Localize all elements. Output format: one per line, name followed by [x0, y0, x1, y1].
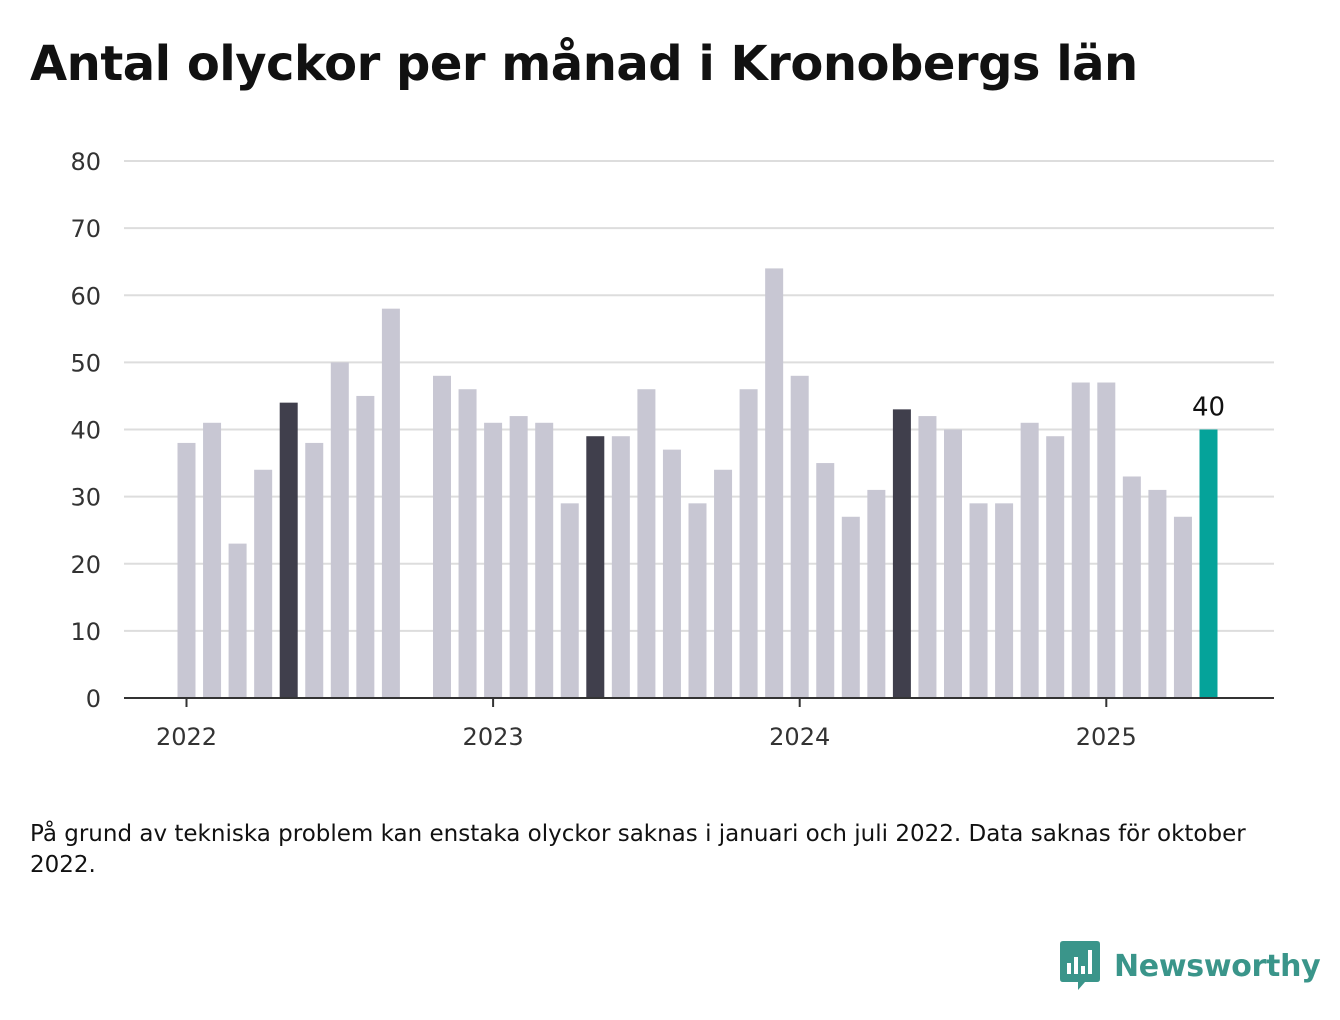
bar-2023-03[interactable]: [535, 422, 554, 698]
x-tick-label: 2022: [156, 723, 217, 751]
y-tick-label: 0: [86, 685, 101, 713]
bar-2022-06[interactable]: [305, 442, 324, 698]
bar-2024-02[interactable]: [816, 463, 835, 698]
bar-2025-05[interactable]: [1199, 429, 1218, 699]
footnote: På grund av tekniska problem kan enstaka…: [30, 821, 1246, 878]
y-tick-label: 30: [70, 484, 101, 512]
label-layer: 40: [1192, 393, 1225, 423]
bar-2022-08[interactable]: [356, 395, 375, 698]
bar-2022-05[interactable]: [279, 402, 298, 698]
x-tick-label: 2024: [769, 723, 830, 751]
axis-layer: 0 10 20 30 40 50 60 70 80 2022 2023 2024 2025: [70, 148, 1274, 751]
y-tick-label: 40: [70, 417, 101, 445]
bar-2023-10[interactable]: [714, 469, 733, 698]
bar-2024-03[interactable]: [841, 516, 860, 698]
page-title: Antal olyckor per månad i Kronobergs län: [30, 36, 1138, 92]
y-tick-label: 60: [70, 282, 101, 310]
bar-2024-04[interactable]: [867, 489, 886, 698]
bar-2022-12[interactable]: [458, 389, 477, 698]
bar-2025-04[interactable]: [1173, 516, 1192, 698]
bar-2024-09[interactable]: [995, 503, 1014, 698]
bar-2022-11[interactable]: [433, 375, 451, 698]
bar-layer: [177, 268, 1218, 699]
bar-2022-09[interactable]: [381, 308, 400, 698]
bar-2023-06[interactable]: [611, 436, 630, 698]
brand-name: Newsworthy: [1114, 948, 1321, 984]
newsworthy-logo-icon: [1060, 941, 1100, 990]
y-tick-label: 10: [70, 618, 101, 646]
bar-2022-02[interactable]: [203, 422, 222, 698]
bar-2025-03[interactable]: [1148, 489, 1167, 698]
x-tick-label: 2023: [463, 723, 524, 751]
bar-2022-03[interactable]: [228, 543, 247, 698]
bar-2024-05[interactable]: [892, 409, 911, 698]
bar-2023-05[interactable]: [586, 436, 605, 698]
x-tick-label: 2025: [1076, 723, 1137, 751]
bar-2024-12[interactable]: [1071, 382, 1090, 698]
bar-2023-08[interactable]: [662, 449, 681, 698]
y-tick-label: 20: [70, 551, 101, 579]
bar-2022-04[interactable]: [254, 469, 273, 698]
bar-2025-02[interactable]: [1122, 476, 1141, 698]
bar-2022-07[interactable]: [330, 362, 349, 698]
brand-logo[interactable]: Newsworthy: [1060, 940, 1321, 992]
bar-2024-10[interactable]: [1020, 422, 1039, 698]
bar-2024-11[interactable]: [1046, 436, 1065, 698]
bar-2024-01[interactable]: [790, 375, 809, 698]
bar-2025-01[interactable]: [1097, 382, 1116, 698]
bar-2023-07[interactable]: [637, 389, 656, 698]
bar-2023-11[interactable]: [739, 389, 758, 698]
y-tick-label: 50: [70, 349, 101, 377]
bar-2023-12[interactable]: [765, 268, 784, 698]
y-tick-label: 80: [70, 148, 101, 176]
bar-2024-07[interactable]: [944, 429, 962, 699]
bar-2023-01[interactable]: [484, 422, 503, 698]
bar-chart: 0 10 20 30 40 50 60 70 80 2022 2023 2024 2025 40: [70, 148, 1274, 751]
data-label: 40: [1192, 393, 1225, 423]
bar-2023-04[interactable]: [560, 503, 579, 698]
bar-2024-06[interactable]: [918, 416, 937, 698]
bar-2023-09[interactable]: [688, 503, 707, 698]
bar-2022-01[interactable]: [177, 442, 196, 698]
bar-2024-08[interactable]: [969, 503, 988, 698]
y-tick-label: 70: [70, 215, 101, 243]
bar-2023-02[interactable]: [509, 416, 528, 698]
